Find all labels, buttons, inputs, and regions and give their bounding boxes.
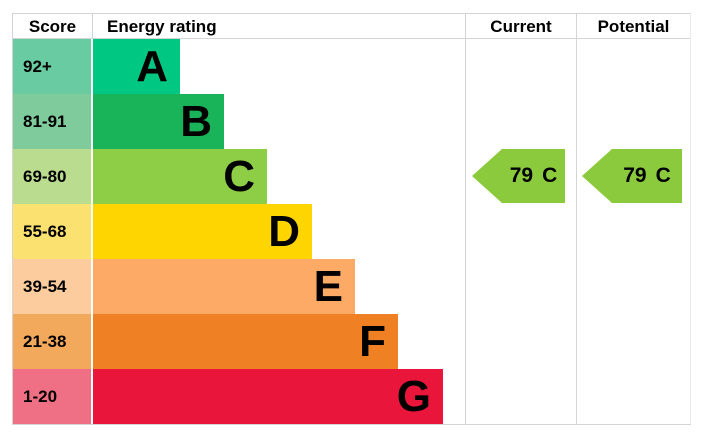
score-range-label: 39-54: [23, 276, 67, 296]
current-rating-grade: C: [542, 164, 558, 187]
score-column-header: Score: [28, 16, 77, 36]
rating-band-letter: E: [313, 261, 343, 311]
score-range-cell-d: 55-68: [13, 204, 91, 259]
score-range-label: 21-38: [23, 331, 67, 351]
score-range-cell-e: 39-54: [13, 259, 91, 314]
score-range-cell-g: 1-20: [13, 369, 91, 424]
rating-band-letter: G: [396, 371, 431, 421]
rating-band-d: D: [93, 204, 312, 259]
potential-rating-grade: C: [655, 164, 671, 187]
table-border-top: [13, 13, 691, 14]
energy-rating-header: Energy rating: [107, 16, 217, 36]
rating-band-b: B: [93, 94, 224, 149]
score-range-cell-f: 21-38: [13, 314, 91, 369]
rating-band-letter: D: [268, 206, 300, 256]
potential-rating-value: 79: [623, 164, 647, 187]
potential-column-divider: [576, 13, 577, 424]
current-column-header: Current: [490, 16, 552, 36]
rating-band-letter: B: [180, 96, 212, 146]
potential-column-header: Potential: [597, 16, 670, 36]
score-column-divider: [92, 13, 93, 38]
table-border-bottom: [13, 424, 691, 425]
score-range-label: 92+: [23, 56, 52, 76]
rating-band-g: G: [93, 369, 443, 424]
score-range-label: 69-80: [23, 166, 67, 186]
rating-band-f: F: [93, 314, 398, 369]
score-range-label: 55-68: [23, 221, 67, 241]
current-rating-value: 79: [509, 164, 534, 187]
table-border-right: [690, 13, 691, 424]
header-bottom-border: [13, 38, 691, 39]
rating-band-letter: C: [223, 151, 255, 201]
score-range-cell-a: 92+: [13, 39, 91, 94]
rating-band-c: C: [93, 149, 267, 204]
rating-band-letter: F: [359, 316, 386, 366]
score-range-label: 1-20: [23, 386, 58, 406]
score-range-label: 81-91: [23, 111, 67, 131]
potential-rating-arrow: 79 C: [582, 149, 682, 203]
score-range-cell-b: 81-91: [13, 94, 91, 149]
current-rating-arrow: 79 C: [472, 149, 565, 203]
rating-band-e: E: [93, 259, 355, 314]
rating-band-letter: A: [136, 41, 168, 91]
table-border-left: [12, 13, 13, 425]
score-range-cell-c: 69-80: [13, 149, 91, 204]
rating-band-a: A: [93, 39, 180, 94]
current-column-divider: [465, 13, 466, 424]
